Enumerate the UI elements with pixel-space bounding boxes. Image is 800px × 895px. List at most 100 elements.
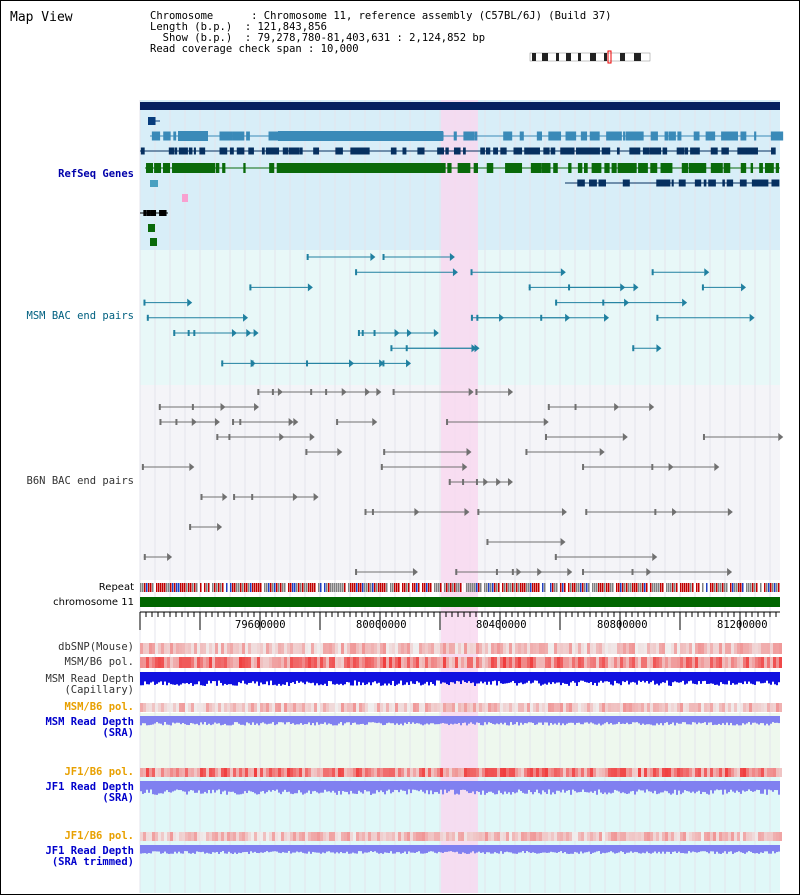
heat-cell <box>542 657 545 668</box>
depth-bar <box>676 781 678 795</box>
heat-cell <box>554 643 557 654</box>
heat-cell <box>362 703 365 712</box>
track-label-jf1-depth-sra[interactable]: JF1 Read Depth (SRA) <box>45 782 134 804</box>
gene-exon <box>740 179 745 187</box>
track-label-jf1-depth-trim[interactable]: JF1 Read Depth (SRA trimmed) <box>45 846 134 868</box>
depth-bar <box>752 716 754 723</box>
bac-end <box>585 509 588 515</box>
heat-cell <box>383 657 386 668</box>
depth-bar <box>590 716 592 723</box>
depth-bar <box>366 716 368 725</box>
heat-cell <box>314 657 317 668</box>
heat-cell <box>314 832 317 841</box>
heat-cell <box>611 703 614 712</box>
gene-exon <box>741 131 747 141</box>
heat-cell <box>500 657 503 668</box>
depth-bar <box>368 781 370 792</box>
repeat-mark <box>152 583 154 592</box>
track-label-msm-b6-pol[interactable]: MSM/B6 pol. <box>64 656 134 668</box>
track-label-msm-depth-sra[interactable]: MSM Read Depth (SRA) <box>45 717 134 739</box>
depth-bar <box>626 716 628 723</box>
depth-bar <box>162 672 164 685</box>
depth-bar <box>396 845 398 853</box>
track-label-refseq[interactable]: RefSeq Genes <box>58 168 134 180</box>
track-label-msm-b6-pol-2[interactable]: MSM/B6 pol. <box>64 701 134 713</box>
depth-bar <box>298 716 300 725</box>
bac-end <box>555 299 558 306</box>
heat-cell <box>272 703 275 712</box>
heat-cell <box>530 832 533 841</box>
heat-cell <box>230 703 233 712</box>
track-label-msm-bac[interactable]: MSM BAC end pairs <box>26 310 134 322</box>
depth-bar <box>436 845 438 854</box>
depth-bar <box>330 781 332 793</box>
gene-exon <box>565 131 571 141</box>
repeat-mark <box>176 583 178 592</box>
heat-cell <box>173 768 176 777</box>
heat-cell <box>614 643 617 654</box>
depth-bar <box>728 672 730 681</box>
depth-bar <box>618 845 620 853</box>
depth-bar <box>226 781 228 795</box>
depth-bar <box>208 716 210 724</box>
depth-bar <box>470 672 472 684</box>
heat-cell <box>776 703 779 712</box>
heat-cell <box>167 643 170 654</box>
depth-bar <box>772 672 774 682</box>
depth-bar <box>518 672 520 684</box>
depth-bar <box>192 716 194 724</box>
depth-bar <box>532 781 534 795</box>
depth-bar <box>330 672 332 682</box>
track-label-msm-depth-cap[interactable]: MSM Read Depth (Capillary) <box>45 674 134 696</box>
heat-cell <box>704 832 707 841</box>
repeat-mark <box>508 583 510 592</box>
heat-cell <box>308 832 311 841</box>
gene-exon <box>723 131 730 141</box>
heat-cell <box>413 768 416 777</box>
track-label-dbsnp[interactable]: dbSNP(Mouse) <box>58 641 134 653</box>
heat-cell <box>197 768 200 777</box>
depth-bar <box>284 845 286 853</box>
repeat-mark <box>506 583 508 592</box>
track-label-b6n-bac[interactable]: B6N BAC end pairs <box>26 475 134 487</box>
depth-bar <box>770 781 772 791</box>
heat-cell <box>695 768 698 777</box>
bac-end-arrow <box>279 433 285 441</box>
depth-bar <box>284 781 286 790</box>
track-label-jf1-b6-pol[interactable]: JF1/B6 pol. <box>64 766 134 778</box>
depth-bar <box>562 716 564 724</box>
heat-cell <box>320 657 323 668</box>
bac-end-arrow <box>468 388 474 396</box>
depth-bar <box>444 716 446 724</box>
depth-bar <box>510 781 512 795</box>
depth-bar <box>222 781 224 792</box>
heat-cell <box>155 657 158 668</box>
heat-cell <box>707 657 710 668</box>
depth-bar <box>184 845 186 852</box>
depth-bar <box>260 845 262 853</box>
depth-bar <box>542 716 544 725</box>
depth-bar <box>632 845 634 853</box>
repeat-mark <box>514 583 516 592</box>
repeat-mark <box>424 583 426 592</box>
heat-cell <box>251 643 254 654</box>
depth-bar <box>184 781 186 792</box>
depth-bar <box>660 781 662 793</box>
depth-bar <box>588 672 590 683</box>
depth-bar <box>196 716 198 724</box>
depth-bar <box>298 845 300 853</box>
heat-cell <box>365 768 368 777</box>
depth-bar <box>240 781 242 795</box>
depth-bar <box>338 716 340 724</box>
heat-cell <box>248 703 251 712</box>
bac-end <box>651 269 654 276</box>
depth-bar <box>236 672 238 686</box>
depth-bar <box>288 716 290 723</box>
depth-bar <box>460 672 462 685</box>
heat-cell <box>335 768 338 777</box>
gene-exon <box>175 163 181 173</box>
repeat-mark <box>344 583 346 592</box>
depth-bar <box>536 781 538 790</box>
track-label-jf1-b6-pol-2[interactable]: JF1/B6 pol. <box>64 830 134 842</box>
